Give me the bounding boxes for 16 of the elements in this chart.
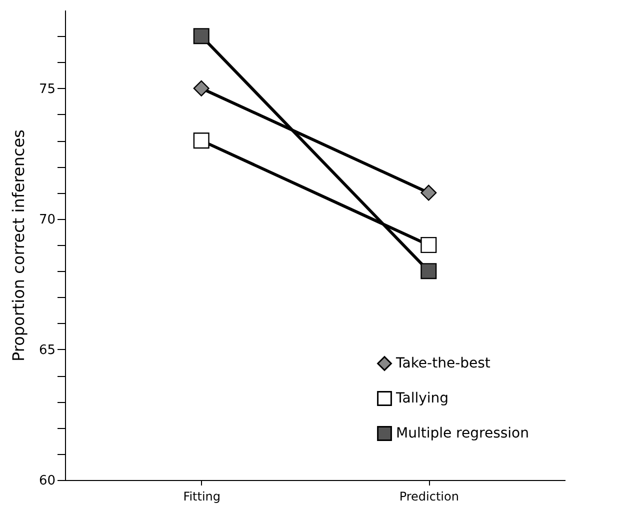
point xyxy=(193,28,210,44)
y-tick-label: 60 xyxy=(38,474,56,488)
y-axis-title: Proportion correct inferences xyxy=(8,130,28,362)
point xyxy=(193,132,210,149)
legend-label: Take-the-best xyxy=(395,356,491,372)
point xyxy=(193,80,210,96)
y-tick-label: 75 xyxy=(38,82,56,97)
y-tick-label: 70 xyxy=(38,212,56,228)
point xyxy=(420,236,437,254)
legend-label: Tallying xyxy=(395,390,449,406)
x-tick-label: Prediction xyxy=(399,490,459,504)
legend-label: Multiple regression xyxy=(396,426,529,442)
point xyxy=(420,263,437,280)
point xyxy=(420,184,437,201)
y-tick-label: 65 xyxy=(38,342,56,358)
x-tick-label: Fitting xyxy=(183,490,221,504)
